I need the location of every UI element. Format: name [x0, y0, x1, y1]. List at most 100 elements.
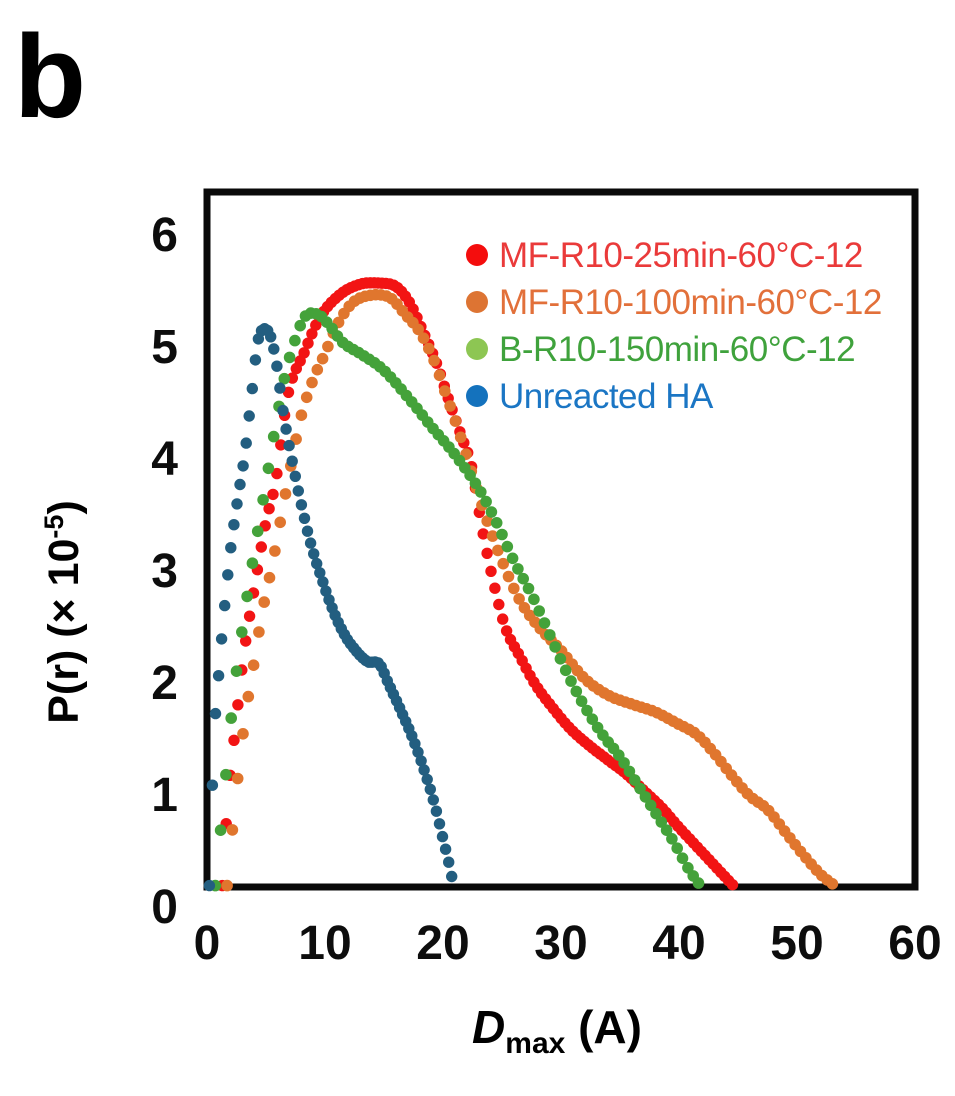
- data-point: [481, 547, 493, 559]
- legend-dot-icon: [466, 244, 488, 266]
- y-axis-title-suffix: ): [40, 500, 89, 515]
- data-point: [304, 537, 317, 549]
- data-point: [206, 779, 219, 791]
- x-tick-label-40: 40: [652, 917, 706, 970]
- data-point: [417, 332, 430, 345]
- data-point: [251, 525, 264, 538]
- data-point: [263, 571, 276, 584]
- data-point: [533, 605, 545, 617]
- data-point: [265, 331, 277, 343]
- data-point: [279, 488, 292, 500]
- data-point: [257, 494, 269, 506]
- data-point: [282, 386, 295, 398]
- data-point: [215, 633, 228, 645]
- data-point: [692, 877, 705, 889]
- panel-letter: b: [14, 11, 87, 143]
- legend-label: Unreacted HA: [499, 376, 713, 416]
- data-point: [320, 585, 332, 597]
- data-point: [528, 593, 540, 606]
- y-tick-label-3: 3: [151, 545, 178, 598]
- data-point: [481, 515, 494, 527]
- series-1-dots: [216, 277, 739, 892]
- data-point: [544, 629, 556, 641]
- y-axis-title-exponent: -5: [38, 514, 69, 539]
- data-point: [301, 525, 314, 537]
- data-point: [634, 782, 646, 795]
- data-point: [300, 391, 313, 404]
- data-point: [554, 653, 567, 665]
- data-point: [449, 415, 462, 427]
- data-point: [317, 576, 329, 588]
- data-point: [454, 431, 467, 444]
- data-point: [485, 565, 497, 577]
- series-2-dots: [221, 288, 839, 892]
- data-point: [314, 567, 326, 579]
- data-point: [629, 774, 641, 786]
- data-point: [660, 824, 673, 836]
- plot-border: [203, 188, 919, 891]
- data-point: [486, 530, 499, 542]
- data-point: [423, 342, 435, 355]
- series-3-dots: [209, 307, 705, 892]
- data-point: [280, 423, 292, 435]
- data-point: [415, 755, 427, 767]
- data-point: [243, 410, 255, 422]
- data-point: [225, 542, 237, 554]
- data-point: [283, 439, 295, 452]
- data-point: [225, 712, 237, 724]
- data-point: [253, 626, 265, 638]
- data-point: [497, 613, 509, 625]
- data-point: [650, 807, 662, 820]
- data-point: [246, 382, 258, 395]
- y-tick-label-4: 4: [151, 433, 178, 486]
- y-axis-title-prefix: P(r) (× 10: [40, 538, 89, 724]
- data-point: [231, 772, 244, 785]
- data-point: [232, 699, 244, 711]
- data-point: [502, 570, 515, 583]
- data-point: [311, 557, 323, 570]
- data-point: [469, 477, 482, 490]
- data-point: [439, 843, 452, 855]
- x-tick-label-30: 30: [534, 917, 588, 970]
- data-point: [421, 773, 433, 786]
- x-axis-title: Dmax (A): [472, 1000, 642, 1061]
- data-point: [428, 354, 440, 367]
- data-point: [517, 572, 529, 585]
- y-tick-label-2: 2: [151, 657, 178, 710]
- data-point: [222, 569, 234, 581]
- data-point: [430, 805, 443, 817]
- data-point: [492, 544, 504, 557]
- data-point: [231, 498, 243, 510]
- data-point: [444, 400, 456, 412]
- data-point: [412, 746, 424, 758]
- data-point: [522, 582, 535, 595]
- x-tick-label-60: 60: [888, 917, 942, 970]
- data-point: [234, 478, 246, 491]
- data-point: [655, 816, 668, 828]
- data-point: [489, 582, 501, 594]
- data-point: [221, 879, 233, 892]
- data-point: [292, 485, 304, 497]
- data-point: [427, 794, 439, 806]
- x-axis-title-symbol: D: [472, 1001, 506, 1053]
- y-tick-label-6: 6: [151, 209, 178, 262]
- data-point: [513, 593, 525, 605]
- data-point: [559, 664, 572, 677]
- data-point: [242, 690, 255, 703]
- data-point: [538, 617, 551, 629]
- data-point: [255, 541, 267, 553]
- data-point: [228, 519, 240, 531]
- data-point: [220, 768, 232, 781]
- data-point: [226, 824, 239, 836]
- data-point: [302, 337, 314, 349]
- data-point: [676, 852, 689, 864]
- data-point: [439, 385, 451, 397]
- x-tick-label-0: 0: [193, 917, 221, 970]
- data-point: [412, 323, 425, 336]
- data-point: [826, 878, 839, 890]
- data-point: [268, 343, 280, 355]
- data-point: [575, 695, 588, 707]
- data-point: [240, 437, 252, 449]
- data-point: [618, 757, 630, 769]
- data-point: [623, 765, 636, 778]
